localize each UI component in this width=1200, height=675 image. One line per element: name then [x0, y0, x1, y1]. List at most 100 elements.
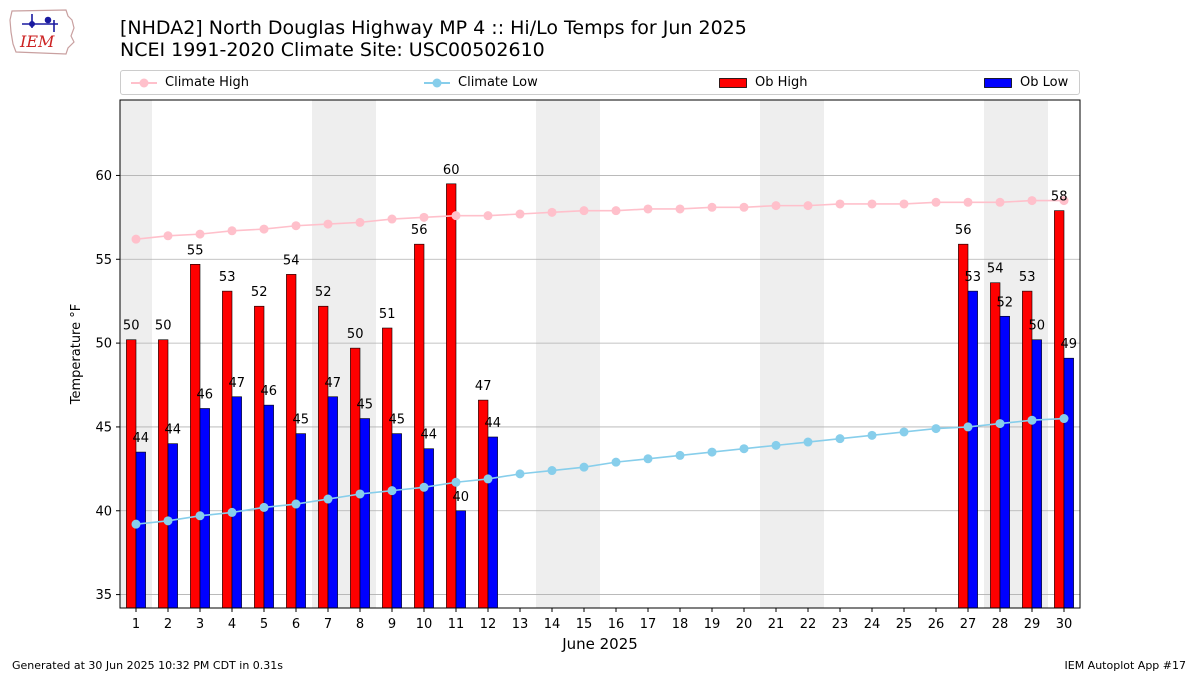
climate-low-point-25 — [899, 427, 909, 437]
climate-low-point-2 — [163, 516, 173, 526]
climate-high-point-26 — [931, 197, 941, 207]
ob-high-bar-4 — [222, 290, 233, 609]
ob-low-label-27: 53 — [965, 270, 982, 285]
climate-high-point-22 — [803, 201, 813, 211]
legend-item-climate-high: Climate High — [131, 71, 249, 94]
gridlines — [120, 175, 1080, 595]
bars — [126, 183, 1074, 609]
climate-low-point-4 — [227, 507, 237, 517]
climate-low-point-3 — [195, 511, 205, 521]
ob-high-bar-12 — [478, 399, 489, 609]
legend-label-ob-high: Ob High — [755, 75, 808, 90]
ob-high-label-30: 58 — [1051, 190, 1068, 205]
climate-low-point-7 — [323, 494, 333, 504]
chart-subtitle: NCEI 1991-2020 Climate Site: USC00502610 — [120, 39, 545, 61]
ob-low-swatch-icon — [984, 77, 1012, 88]
climate-high-point-2 — [163, 231, 173, 241]
legend-label-ob-low: Ob Low — [1020, 75, 1069, 90]
climate-low-point-20 — [739, 444, 749, 454]
ob-low-label-1: 44 — [133, 431, 150, 446]
x-tick-label-29: 29 — [1024, 617, 1041, 632]
climate-low-point-27 — [963, 422, 973, 432]
ob-low-bar-2 — [167, 443, 178, 609]
ob-low-label-6: 45 — [293, 413, 310, 428]
x-tick-label-8: 8 — [356, 617, 364, 632]
climate-high-point-16 — [611, 206, 621, 216]
climate-high-point-4 — [227, 226, 237, 236]
x-tick-label-10: 10 — [416, 617, 433, 632]
climate-low-point-29 — [1027, 415, 1037, 425]
ob-low-bar-28 — [999, 315, 1010, 609]
ob-high-bar-27 — [958, 243, 969, 609]
x-tick-label-23: 23 — [832, 617, 849, 632]
y-axis-label: Temperature °F — [69, 304, 84, 405]
climate-high-point-14 — [547, 207, 557, 217]
climate-high-point-5 — [259, 224, 269, 234]
climate-low-point-8 — [355, 489, 365, 499]
weekend-band-14 — [536, 100, 568, 608]
climate-high-point-7 — [323, 219, 333, 229]
climate-low-point-17 — [643, 454, 653, 464]
climate-low-point-30 — [1059, 414, 1069, 424]
climate-high-point-23 — [835, 199, 845, 209]
climate-high-point-19 — [707, 202, 717, 212]
climate-low-point-22 — [803, 437, 813, 447]
climate-low-point-1 — [131, 519, 141, 529]
ob-low-bar-12 — [487, 436, 498, 609]
climate-high-point-8 — [355, 217, 365, 227]
x-tick-label-6: 6 — [292, 617, 300, 632]
climate-lines — [131, 196, 1069, 529]
ob-low-bar-29 — [1031, 339, 1042, 609]
ob-high-bar-29 — [1022, 290, 1033, 609]
x-tick-label-4: 4 — [228, 617, 236, 632]
ob-low-label-30: 49 — [1061, 337, 1078, 352]
ob-high-bar-6 — [286, 274, 297, 609]
ob-low-label-28: 52 — [997, 295, 1014, 310]
ob-low-bar-7 — [327, 396, 338, 609]
iowa-outline — [9, 9, 75, 55]
y-tick-label-50: 50 — [95, 337, 112, 352]
x-tick-label-15: 15 — [576, 617, 593, 632]
x-axis-label: June 2025 — [561, 635, 638, 653]
x-tick-label-9: 9 — [388, 617, 396, 632]
ob-high-bar-2 — [158, 339, 169, 609]
ob-high-label-10: 56 — [411, 223, 428, 238]
ob-low-label-29: 50 — [1029, 319, 1046, 334]
ob-low-bar-5 — [263, 404, 274, 609]
ob-high-bar-1 — [126, 339, 137, 609]
ob-high-bar-10 — [414, 243, 425, 609]
climate-low-point-15 — [579, 462, 589, 472]
climate-low-point-24 — [867, 430, 877, 440]
climate-low-point-26 — [931, 424, 941, 434]
climate-high-point-10 — [419, 212, 429, 222]
climate-low-point-19 — [707, 447, 717, 457]
climate-high-point-11 — [451, 211, 461, 221]
ob-high-label-6: 54 — [283, 253, 300, 268]
climate-low-point-11 — [451, 477, 461, 487]
x-tick-label-18: 18 — [672, 617, 689, 632]
legend: Climate High Climate Low Ob High Ob Low — [120, 70, 1080, 95]
ob-low-bar-4 — [231, 396, 242, 609]
ob-low-bar-8 — [359, 418, 370, 609]
climate-high-line — [135, 199, 1064, 240]
ob-high-bar-30 — [1054, 210, 1065, 609]
x-tick-label-22: 22 — [800, 617, 817, 632]
climate-low-point-16 — [611, 457, 621, 467]
y-tick-label-55: 55 — [95, 253, 112, 268]
ob-low-label-12: 44 — [485, 416, 502, 431]
ob-high-label-11: 60 — [443, 163, 460, 178]
ob-low-bar-11 — [455, 510, 466, 609]
weekend-band-15 — [568, 100, 600, 608]
x-tick-label-12: 12 — [480, 617, 497, 632]
ob-high-label-1: 50 — [123, 319, 140, 334]
ob-high-label-8: 50 — [347, 327, 364, 342]
climate-low-point-28 — [995, 419, 1005, 429]
logo-text: IEM — [19, 32, 55, 51]
ob-low-bar-10 — [423, 448, 434, 609]
y-tick-label-35: 35 — [95, 588, 112, 603]
climate-low-point-5 — [259, 502, 269, 512]
climate-high-point-20 — [739, 202, 749, 212]
ob-low-bar-30 — [1063, 357, 1074, 609]
